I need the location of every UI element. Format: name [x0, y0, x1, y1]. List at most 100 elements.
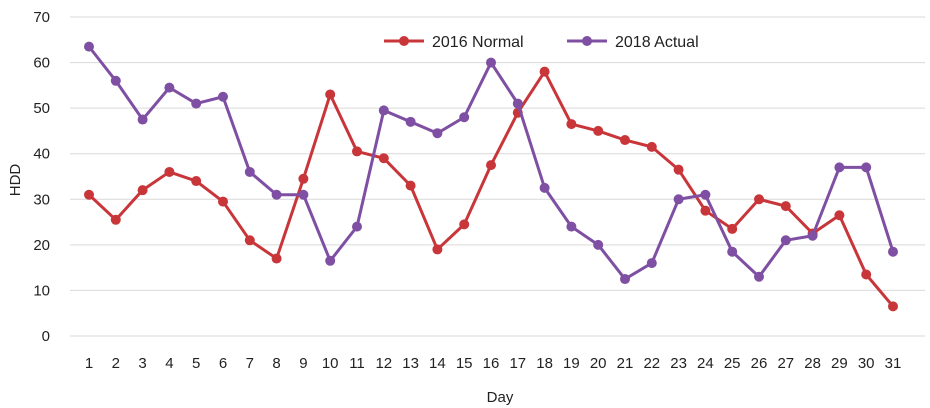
x-tick-label: 12: [375, 355, 392, 372]
x-tick-label: 22: [643, 355, 660, 372]
series-line-2016-normal: [87, 70, 895, 308]
data-point-2018-actual: [164, 82, 175, 93]
data-point-2018-actual: [486, 57, 496, 68]
data-point-2018-actual: [378, 105, 389, 116]
x-tick-label: 9: [299, 355, 307, 372]
x-tick-label: 21: [617, 355, 634, 372]
x-tick-label: 2: [112, 355, 120, 372]
data-point-2018-actual: [84, 41, 94, 52]
data-point-2016-normal: [244, 235, 255, 246]
x-tick-label: 1: [85, 355, 93, 372]
data-point-2018-actual: [512, 98, 523, 109]
x-tick-label: 6: [219, 355, 227, 372]
data-point-2018-actual: [405, 116, 416, 127]
data-point-2016-normal: [110, 214, 121, 225]
data-point-2016-normal: [271, 253, 282, 264]
data-point-2018-actual: [673, 194, 684, 205]
y-axis-title: HDD: [7, 164, 24, 197]
data-point-2016-normal: [164, 166, 175, 177]
series-layer: [84, 41, 898, 312]
data-point-2016-normal: [539, 66, 550, 77]
y-tick-label: 70: [33, 9, 50, 26]
y-axis-ticks: 0 10 20 30 40 50 60 70: [33, 9, 50, 345]
data-point-2018-actual: [271, 189, 282, 200]
x-tick-label: 23: [670, 355, 687, 372]
data-point-2018-actual: [807, 230, 818, 241]
data-point-2018-actual: [834, 162, 845, 173]
data-point-2018-actual: [298, 189, 309, 200]
data-point-2016-normal: [620, 135, 630, 146]
data-point-2018-actual: [218, 91, 228, 102]
x-tick-label: 31: [885, 355, 902, 372]
legend-item-2018-actual: 2018 Actual: [567, 34, 699, 51]
x-tick-label: 7: [246, 355, 254, 372]
data-point-2016-normal: [861, 269, 872, 280]
data-point-2016-normal: [84, 189, 94, 200]
x-tick-label: 13: [402, 355, 419, 372]
x-tick-label: 25: [724, 355, 741, 372]
x-tick-label: 4: [165, 355, 173, 372]
data-point-2018-actual: [888, 246, 898, 257]
data-point-2018-actual: [593, 239, 604, 250]
x-tick-label: 30: [858, 355, 875, 372]
x-tick-label: 17: [509, 355, 526, 372]
data-point-2016-normal: [834, 210, 845, 221]
data-point-2018-actual: [539, 182, 550, 193]
data-point-2016-normal: [405, 180, 416, 191]
data-point-2018-actual: [620, 274, 630, 285]
x-axis-title: Day: [487, 389, 514, 406]
data-point-2018-actual: [700, 189, 711, 200]
data-point-2016-normal: [727, 223, 738, 234]
y-tick-label: 60: [33, 55, 50, 72]
data-point-2016-normal: [137, 185, 148, 196]
x-axis-ticks: 1 2 3 4 5 6 7 8 9 10 11 12 13 14 15 16 17 18 19 20 21 22 23 24 2…: [85, 355, 902, 372]
data-point-2018-actual: [244, 166, 255, 177]
data-point-2016-normal: [459, 219, 470, 230]
data-point-2016-normal: [566, 119, 577, 130]
legend-label-2016-normal: 2016 Normal: [432, 34, 524, 51]
data-point-2018-actual: [459, 112, 470, 123]
data-point-2016-normal: [191, 176, 202, 187]
data-point-2016-normal: [325, 89, 336, 100]
series-2016-normal: [84, 66, 898, 312]
data-point-2018-actual: [754, 271, 764, 282]
x-tick-label: 19: [563, 355, 580, 372]
data-point-2018-actual: [861, 162, 872, 173]
legend-item-2016-normal: 2016 Normal: [384, 34, 524, 51]
x-tick-label: 10: [322, 355, 339, 372]
x-tick-label: 28: [804, 355, 821, 372]
x-tick-label: 18: [536, 355, 553, 372]
x-tick-label: 14: [429, 355, 446, 372]
y-tick-label: 30: [33, 191, 50, 208]
series-2018-actual: [84, 41, 898, 285]
data-point-2016-normal: [700, 205, 711, 216]
data-point-2018-actual: [352, 221, 362, 232]
x-tick-label: 27: [777, 355, 794, 372]
data-point-2018-actual: [110, 75, 121, 86]
x-tick-label: 3: [138, 355, 146, 372]
x-tick-label: 15: [456, 355, 473, 372]
x-tick-label: 8: [272, 355, 280, 372]
data-point-2018-actual: [646, 258, 657, 269]
x-tick-label: 26: [751, 355, 768, 372]
y-tick-label: 40: [33, 146, 50, 163]
data-point-2018-actual: [325, 255, 336, 266]
data-point-2016-normal: [888, 301, 898, 312]
data-point-2016-normal: [378, 153, 389, 164]
data-point-2018-actual: [191, 98, 202, 109]
y-tick-label: 0: [42, 328, 50, 345]
x-tick-label: 16: [483, 355, 500, 372]
data-point-2018-actual: [727, 246, 738, 257]
data-point-2016-normal: [352, 146, 362, 157]
legend: 2016 Normal 2018 Actual: [384, 34, 699, 51]
data-point-2016-normal: [754, 194, 764, 205]
data-point-2018-actual: [780, 235, 791, 246]
x-tick-label: 11: [349, 355, 365, 372]
legend-label-2018-actual: 2018 Actual: [615, 34, 699, 51]
data-point-2016-normal: [432, 244, 443, 255]
data-point-2016-normal: [593, 125, 604, 136]
data-point-2018-actual: [432, 128, 443, 139]
data-point-2016-normal: [218, 196, 228, 207]
y-tick-label: 20: [33, 237, 50, 254]
